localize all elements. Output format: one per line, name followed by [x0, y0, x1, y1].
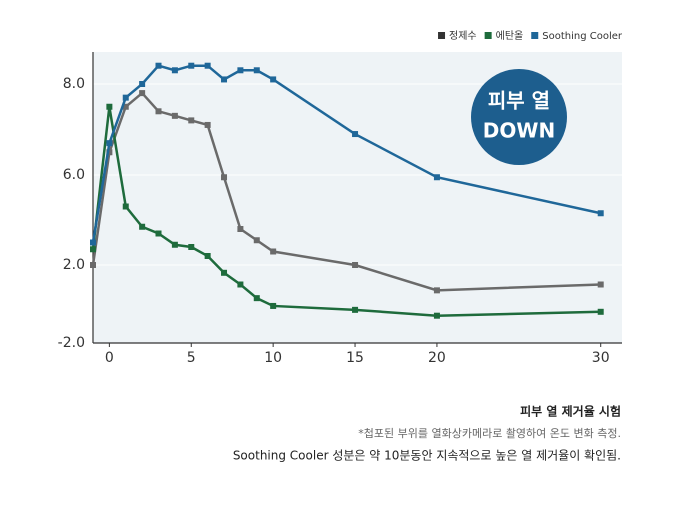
y-tick-label: 2.0	[63, 257, 85, 273]
point	[155, 230, 162, 237]
point	[237, 226, 244, 232]
x-tick-label: 0	[105, 350, 114, 366]
point	[171, 67, 178, 74]
x-tick-label: 15	[346, 350, 364, 366]
caption-summary: Soothing Cooler 성분은 약 10분동안 지속적으로 높은 열 제…	[233, 448, 621, 463]
point	[221, 174, 228, 181]
badge-text: DOWN	[483, 119, 555, 143]
point	[155, 108, 162, 115]
point	[597, 210, 604, 217]
caption-note: *첩포된 부위를 열화상카메라로 촬영하여 온도 변화 측정.	[358, 426, 621, 440]
point	[221, 76, 228, 83]
point	[253, 295, 260, 302]
point	[352, 131, 359, 138]
point	[237, 281, 244, 288]
point	[106, 149, 113, 156]
caption-title: 피부 열 제거율 시험	[520, 404, 621, 419]
badge	[471, 69, 567, 165]
point	[139, 81, 146, 87]
point	[204, 121, 211, 128]
point	[122, 94, 129, 101]
point	[433, 312, 440, 319]
point	[106, 103, 113, 110]
legend-label: Soothing Cooler	[542, 31, 623, 42]
point	[188, 244, 195, 250]
x-tick-label: 30	[592, 350, 610, 366]
point	[433, 287, 440, 294]
x-tick-label: 20	[428, 350, 446, 366]
point	[188, 62, 195, 69]
point	[171, 241, 178, 248]
point	[139, 90, 146, 97]
point	[122, 203, 129, 210]
point	[221, 269, 228, 276]
legend-label: 정제수	[449, 30, 477, 42]
point	[270, 76, 277, 83]
point	[237, 67, 244, 74]
point	[171, 112, 178, 119]
badge-text: 피부 열	[488, 89, 550, 113]
point	[204, 62, 211, 69]
legend-label: 에탄올	[496, 30, 524, 42]
x-tick-label: 5	[187, 350, 196, 366]
point	[155, 62, 162, 69]
point	[204, 253, 211, 259]
y-tick-label: -2.0	[58, 335, 85, 351]
legend-swatch	[484, 32, 492, 39]
x-tick-label: 10	[264, 350, 282, 366]
point	[597, 281, 604, 288]
point	[139, 223, 146, 230]
point	[253, 237, 260, 244]
point	[122, 103, 129, 110]
point	[90, 262, 96, 268]
point	[106, 140, 113, 147]
point	[270, 302, 277, 309]
point	[90, 246, 96, 253]
point	[90, 239, 96, 246]
y-tick-label: 8.0	[63, 76, 85, 92]
legend-swatch	[531, 32, 539, 39]
point	[352, 306, 359, 313]
point	[433, 174, 440, 181]
point	[597, 308, 604, 315]
y-tick-label: 6.0	[63, 167, 85, 183]
point	[253, 67, 260, 74]
point	[270, 248, 277, 255]
legend-swatch	[438, 32, 446, 39]
point	[352, 262, 359, 268]
point	[188, 117, 195, 124]
